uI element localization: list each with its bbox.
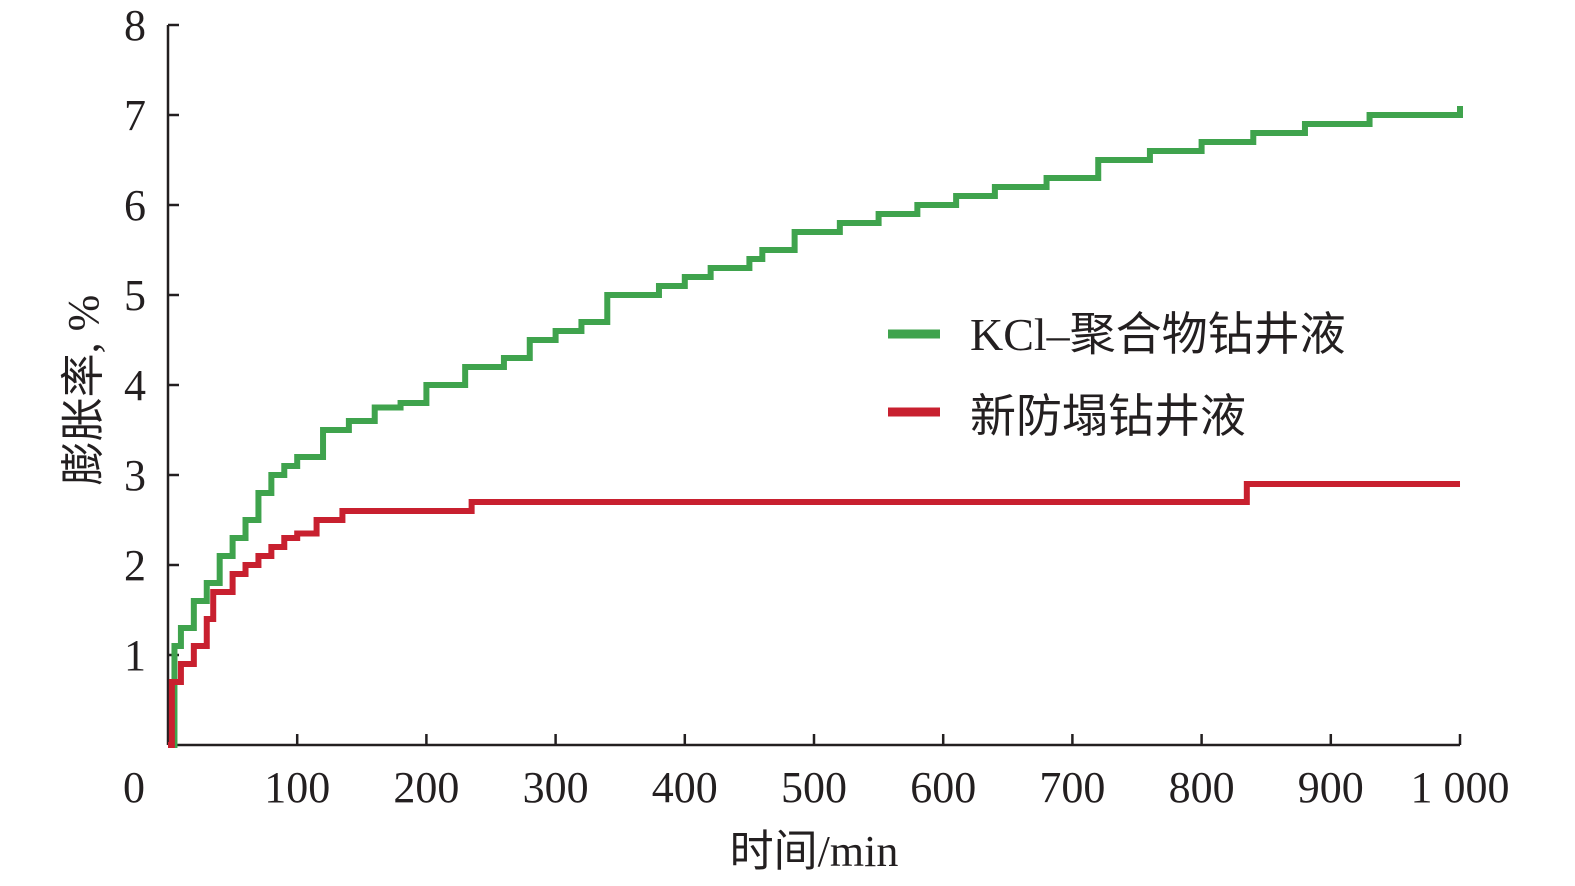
y-tick-label: 8 — [124, 1, 146, 50]
y-tick-label: 6 — [124, 181, 146, 230]
x-tick-label: 400 — [652, 763, 718, 812]
y-tick-label: 2 — [124, 541, 146, 590]
legend: KCl–聚合物钻井液 新防塌钻井液 — [888, 309, 1346, 442]
x-tick-label: 600 — [910, 763, 976, 812]
x-tick-label: 1 000 — [1411, 763, 1510, 812]
series-line-new-anti-collapse — [168, 481, 1460, 748]
y-tick-label: 5 — [124, 271, 146, 320]
y-tick-label: 4 — [124, 361, 146, 410]
x-tick-label: 800 — [1169, 763, 1235, 812]
legend-label-kcl: KCl–聚合物钻井液 — [970, 309, 1346, 360]
x-tick-label: 700 — [1039, 763, 1105, 812]
series-line-kcl-polymer — [168, 106, 1463, 748]
x-tick-label: 900 — [1298, 763, 1364, 812]
legend-label-new: 新防塌钻井液 — [970, 391, 1246, 442]
x-tick-label: 300 — [523, 763, 589, 812]
y-tick-label: 1 — [124, 631, 146, 680]
x-tick-label: 500 — [781, 763, 847, 812]
y-tick-label: 7 — [124, 91, 146, 140]
y-axis-label: 膨胀率, % — [59, 295, 108, 486]
x-tick-label: 200 — [393, 763, 459, 812]
y-tick-label: 3 — [124, 451, 146, 500]
x-axis-label: 时间/min — [730, 827, 899, 876]
x-tick-label: 0 — [123, 763, 145, 812]
x-tick-label: 100 — [264, 763, 330, 812]
